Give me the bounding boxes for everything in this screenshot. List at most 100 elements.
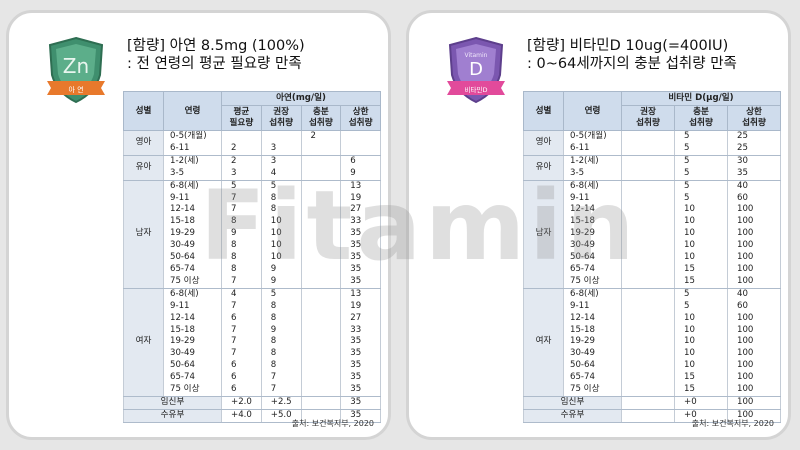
value-cell: 6 [340,154,381,168]
age-cell: 12-14 [563,204,622,217]
value-cell: 100 [727,348,781,361]
value-cell: 100 [727,384,781,397]
value-cell [300,204,342,217]
value-cell: 10 [260,216,302,229]
table-row: 30-49 8 10 35 [124,240,381,253]
table-row: 19-29 7 8 35 [124,336,381,349]
table-row: 유아 1-2(세) 5 30 [523,154,781,181]
age-cell: 6-8(세) [163,287,222,301]
value-cell: +0 [674,408,728,423]
value-cell: 15 [674,372,728,385]
table-row: 여자 6-8(세) 4 5 13 [123,287,381,397]
value-cell: 6 [221,360,262,373]
table-row: 여자 6-8(세) 5 40 [523,287,781,397]
value-cell: 8 [221,240,262,253]
value-cell [621,395,675,410]
value-cell: 33 [340,324,381,337]
age-cell: 3-5 [163,167,222,181]
age-cell: 6-8(세) [563,179,622,193]
value-cell: 5 [674,287,728,301]
value-cell: 5 [674,300,728,313]
age-cell: 12-14 [163,312,222,325]
table-row: 영아 0-5(개월) 2 [123,129,381,156]
table-row: 75 이상 6 7 35 [124,384,381,397]
value-cell [300,240,342,253]
value-cell [621,142,675,156]
age-cell: 1-2(세) [163,154,222,168]
age-cell: 3-5 [563,167,622,181]
age-cell: 0-5(개월) [563,129,622,143]
value-cell: 8 [260,192,302,205]
value-cell: 60 [727,192,781,205]
value-cell [621,192,675,205]
value-cell: 5 [674,192,728,205]
table-row: 65-74 6 7 35 [124,372,381,385]
value-cell: 40 [727,179,781,193]
value-cell: 100 [727,240,781,253]
age-cell: 30-49 [163,240,222,253]
table-row: 15-18 10 100 [524,216,781,229]
value-cell: 40 [727,287,781,301]
value-cell: 7 [260,372,302,385]
value-cell: 8 [221,216,262,229]
value-cell [300,336,342,349]
special-group-label: 임신부 [123,395,222,410]
table-row: 65-74 15 100 [524,372,781,385]
value-cell [621,129,675,143]
age-cell: 15-18 [563,216,622,229]
table-row: 30-49 7 8 35 [124,348,381,361]
value-cell: 3 [221,167,262,181]
value-cell [621,263,675,276]
value-cell: 9 [340,167,381,181]
group-label: 여자 [123,287,164,397]
value-cell: 33 [340,216,381,229]
vitd-ribbon-label: 비타민D [465,85,488,94]
table-row: 30-49 10 100 [524,348,781,361]
table-row: 9-11 7 8 19 [124,300,381,313]
value-cell [300,275,342,289]
table-row: 남자 6-8(세) 5 5 13 [123,179,381,289]
value-cell [621,287,675,301]
value-cell [300,324,342,337]
value-cell: 100 [727,408,781,423]
header-col-1: 평균 필요량 [221,105,262,131]
value-cell: 15 [674,275,728,289]
value-cell [621,372,675,385]
value-cell [300,192,342,205]
group-label: 영아 [523,130,564,156]
age-cell: 19-29 [563,228,622,241]
value-cell [621,384,675,397]
group-label: 영아 [123,130,164,156]
zinc-table: 성별 연령 아연(mg/일) 평균 필요량 권장 섭취량 충분 섭취량 상한 섭취량 영아 0… [123,91,381,423]
value-cell: 100 [727,275,781,289]
age-cell: 19-29 [163,228,222,241]
vitd-title-line1: [함량] 비타민D 10ug(=400IU) [527,38,729,54]
value-cell: 27 [340,204,381,217]
value-cell [621,324,675,337]
value-cell [621,348,675,361]
header-age: 연령 [163,91,222,131]
age-cell: 30-49 [163,348,222,361]
value-cell [300,300,342,313]
header-sex: 성별 [523,91,564,131]
age-cell: 12-14 [563,312,622,325]
value-cell [340,129,381,143]
value-cell: 8 [260,204,302,217]
zinc-panel: Zn 아 연 [함량] 아연 8.5mg (100%) : 전 연령의 평균 필… [6,10,391,440]
value-cell: 9 [260,324,302,337]
value-cell: 100 [727,372,781,385]
zinc-title-line1: [함량] 아연 8.5mg (100%) [127,38,305,54]
value-cell: 9 [260,263,302,276]
value-cell: 25 [727,129,781,143]
value-cell: 100 [727,228,781,241]
header-group: 비타민 D(μg/일) [621,91,781,106]
value-cell [621,252,675,264]
value-cell: 10 [674,228,728,241]
table-row: 9-11 5 60 [524,192,781,205]
table-row: 15-18 10 100 [524,324,781,337]
zinc-badge-icon: Zn 아 연 [47,36,105,104]
value-cell: 27 [340,312,381,325]
table-row: 임신부 +2.0 +2.5 35 [123,395,381,410]
value-cell: 19 [340,300,381,313]
value-cell [300,384,342,397]
